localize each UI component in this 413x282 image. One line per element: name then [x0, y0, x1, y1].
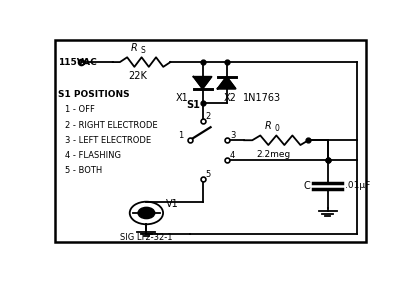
Text: 2: 2 — [205, 112, 211, 121]
Text: R: R — [264, 121, 271, 131]
Text: 4 - FLASHING: 4 - FLASHING — [64, 151, 120, 160]
Circle shape — [138, 207, 154, 219]
Text: 1N1763: 1N1763 — [242, 93, 280, 103]
Text: 115VAC: 115VAC — [58, 58, 97, 67]
Text: 3 - LEFT ELECTRODE: 3 - LEFT ELECTRODE — [64, 136, 150, 145]
Text: 3: 3 — [229, 131, 235, 140]
Text: 22K: 22K — [128, 71, 147, 81]
Text: 1 - OFF: 1 - OFF — [64, 105, 94, 114]
Text: V1: V1 — [166, 199, 178, 209]
Text: 4: 4 — [229, 151, 235, 160]
Text: S1: S1 — [186, 100, 200, 111]
Text: X1: X1 — [175, 93, 188, 103]
Text: 5 - BOTH: 5 - BOTH — [64, 166, 102, 175]
Text: 5: 5 — [205, 171, 211, 179]
Text: C: C — [303, 181, 309, 191]
Text: SIG LT2-32-1: SIG LT2-32-1 — [120, 233, 172, 242]
Polygon shape — [217, 77, 235, 89]
Text: 1: 1 — [178, 131, 183, 140]
Text: S: S — [140, 46, 145, 55]
Text: S1 POSITIONS: S1 POSITIONS — [58, 90, 130, 99]
Text: 2.2meg: 2.2meg — [255, 150, 290, 159]
Text: R: R — [131, 43, 138, 53]
Polygon shape — [193, 77, 211, 89]
Text: .01μF: .01μF — [344, 181, 370, 190]
Text: 2 - RIGHT ELECTRODE: 2 - RIGHT ELECTRODE — [64, 120, 157, 129]
Text: 0: 0 — [274, 124, 279, 133]
Text: X2: X2 — [223, 93, 236, 103]
